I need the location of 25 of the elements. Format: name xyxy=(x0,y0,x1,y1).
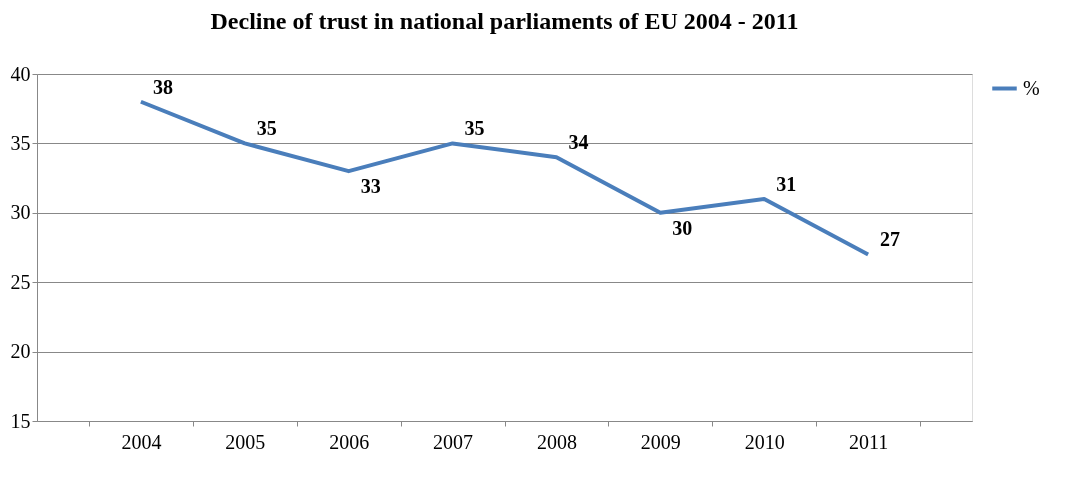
data-label: 33 xyxy=(360,175,381,198)
y-tick-label: 35 xyxy=(10,131,31,154)
y-tick-label: 30 xyxy=(10,201,31,224)
data-label: 38 xyxy=(152,75,173,98)
data-label: 30 xyxy=(672,216,693,239)
x-tick-label: 2010 xyxy=(744,430,785,453)
x-tick-label: 2008 xyxy=(536,430,577,453)
y-tick-label: 20 xyxy=(10,340,31,363)
line-series xyxy=(138,99,871,257)
data-label: 35 xyxy=(464,117,485,140)
y-tick-label: 15 xyxy=(10,409,31,432)
x-tick-label: 2006 xyxy=(329,430,370,453)
y-tick-label: 40 xyxy=(10,62,31,85)
x-tick-label: 2007 xyxy=(433,430,474,453)
data-label: 27 xyxy=(880,228,901,251)
x-tick-label: 2009 xyxy=(640,430,681,453)
data-label: 35 xyxy=(256,117,277,140)
x-tick-label: 2011 xyxy=(848,430,889,453)
x-tick-label: 2005 xyxy=(225,430,266,453)
chart-title: Decline of trust in national parliaments of EU 2004 - 2011 xyxy=(210,8,799,34)
data-label: 31 xyxy=(776,172,797,195)
legend-label: % xyxy=(1023,76,1040,99)
data-label: 34 xyxy=(568,131,589,154)
x-tick-label: 2004 xyxy=(121,430,162,453)
y-tick-label: 25 xyxy=(10,270,31,293)
